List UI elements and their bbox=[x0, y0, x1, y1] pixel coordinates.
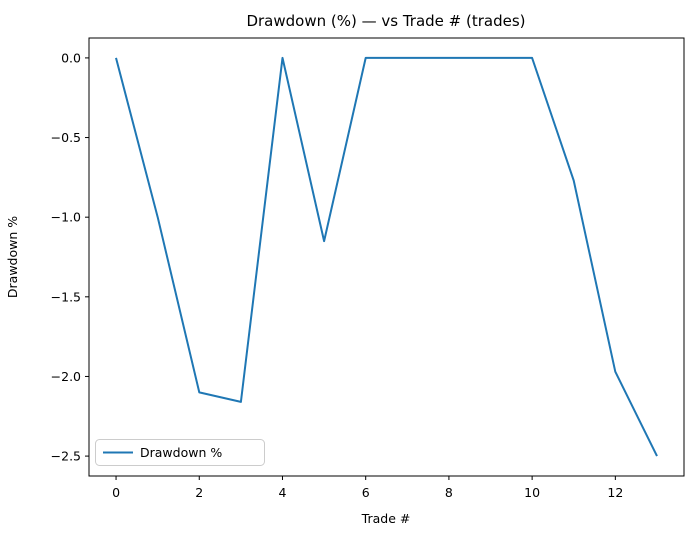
legend-label: Drawdown % bbox=[140, 445, 222, 460]
y-tick-label: −1.5 bbox=[51, 289, 81, 304]
y-tick-label: −1.0 bbox=[51, 210, 81, 225]
chart-title: Drawdown (%) — vs Trade # (trades) bbox=[246, 12, 525, 30]
x-tick-label: 6 bbox=[362, 485, 370, 500]
y-axis-ticks: 0.0 −0.5 −1.0 −1.5 −2.0 −2.5 bbox=[51, 50, 89, 464]
x-tick-label: 12 bbox=[607, 485, 623, 500]
y-tick-label: −2.5 bbox=[51, 449, 81, 464]
x-tick-label: 2 bbox=[195, 485, 203, 500]
y-tick-label: 0.0 bbox=[61, 50, 81, 65]
x-tick-label: 0 bbox=[112, 485, 120, 500]
x-tick-label: 10 bbox=[524, 485, 540, 500]
x-axis-ticks: 0 2 4 6 8 10 12 bbox=[112, 476, 623, 500]
legend-box bbox=[95, 439, 265, 466]
legend: Drawdown % bbox=[95, 439, 265, 466]
y-axis-label: Drawdown % bbox=[5, 216, 20, 298]
plot-area-border bbox=[88, 37, 685, 477]
x-axis-label: Trade # bbox=[361, 511, 411, 526]
x-tick-label: 8 bbox=[445, 485, 453, 500]
x-tick-label: 4 bbox=[279, 485, 287, 500]
y-tick-label: −0.5 bbox=[51, 130, 81, 145]
drawdown-series-line bbox=[115, 56, 658, 457]
y-tick-label: −2.0 bbox=[51, 369, 81, 384]
